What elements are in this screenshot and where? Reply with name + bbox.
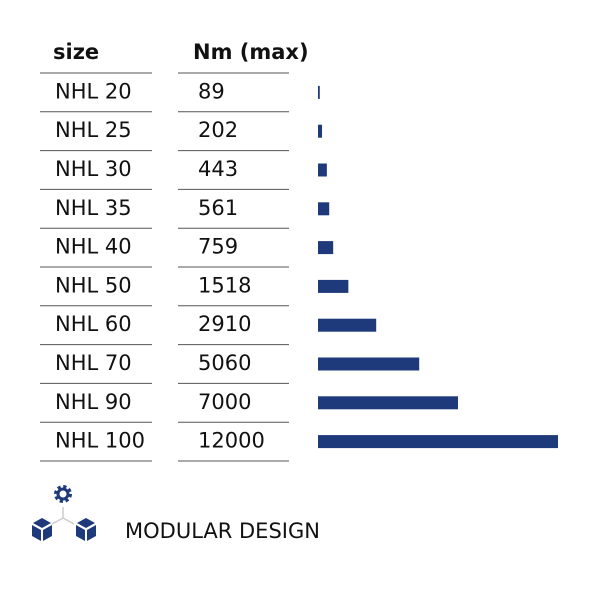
size-cell: NHL 60 xyxy=(55,312,132,336)
size-cell: NHL 35 xyxy=(55,196,132,220)
torque-cell: 759 xyxy=(198,235,238,259)
torque-bar xyxy=(318,124,323,138)
size-cell: NHL 20 xyxy=(55,79,132,103)
header-size: size xyxy=(53,40,99,64)
torque-cell: 443 xyxy=(198,157,238,181)
size-cell: NHL 100 xyxy=(55,429,145,453)
torque-bar xyxy=(318,85,320,99)
footer-label: MODULAR DESIGN xyxy=(125,519,320,543)
torque-bar xyxy=(318,163,327,177)
torque-bar xyxy=(318,241,334,255)
size-cell: NHL 30 xyxy=(55,157,132,181)
size-cell: NHL 50 xyxy=(55,273,132,297)
size-cell: NHL 25 xyxy=(55,118,132,142)
modular-icon xyxy=(32,485,96,541)
torque-cell: 89 xyxy=(198,79,225,103)
torque-bar xyxy=(318,435,558,449)
torque-bar xyxy=(318,396,458,410)
torque-bar xyxy=(318,279,349,293)
torque-bar xyxy=(318,202,330,216)
header-torque: Nm (max) xyxy=(193,40,309,64)
size-cell: NHL 40 xyxy=(55,235,132,259)
torque-cell: 7000 xyxy=(198,390,251,414)
torque-cell: 561 xyxy=(198,196,238,220)
torque-cell: 2910 xyxy=(198,312,251,336)
torque-bar xyxy=(318,357,420,371)
torque-cell: 1518 xyxy=(198,273,251,297)
torque-cell: 202 xyxy=(198,118,238,142)
torque-cell: 5060 xyxy=(198,351,251,375)
size-cell: NHL 90 xyxy=(55,390,132,414)
torque-bar xyxy=(318,318,377,332)
torque-cell: 12000 xyxy=(198,429,265,453)
size-cell: NHL 70 xyxy=(55,351,132,375)
